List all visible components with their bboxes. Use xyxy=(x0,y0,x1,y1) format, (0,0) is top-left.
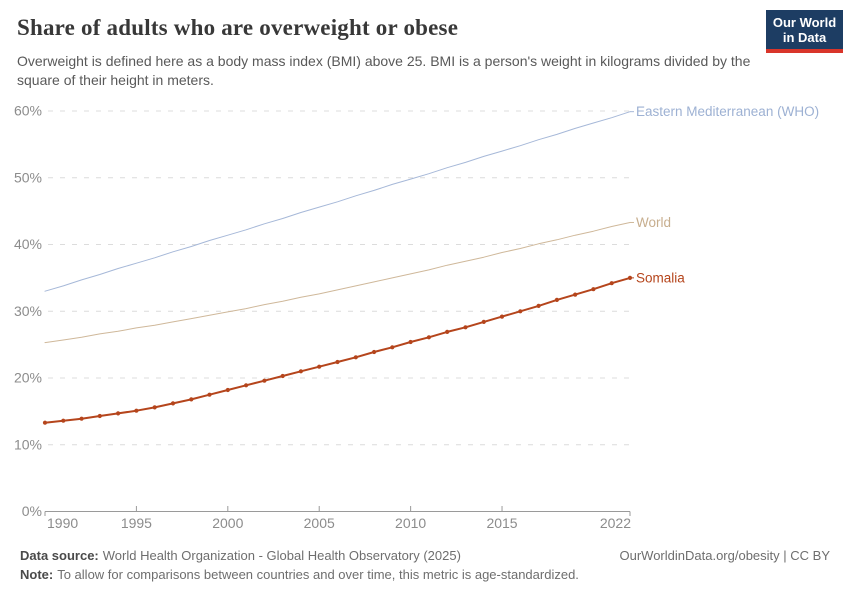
y-axis-tick-label: 0% xyxy=(22,503,42,519)
x-axis-tick-label: 2015 xyxy=(486,515,517,531)
data-point[interactable] xyxy=(335,359,340,365)
owid-logo-line1: Our World xyxy=(772,14,837,30)
y-axis-tick-label: 50% xyxy=(14,169,42,185)
note-label: Note: xyxy=(20,567,54,582)
owid-logo[interactable]: Our World in Data xyxy=(766,10,843,53)
note-text: To allow for comparisons between countri… xyxy=(57,567,579,582)
x-axis-tick-label: 2022 xyxy=(600,515,631,531)
data-point[interactable] xyxy=(244,383,249,388)
data-point[interactable] xyxy=(61,418,66,423)
y-axis-tick-label: 30% xyxy=(14,303,42,319)
data-source-label: Data source: xyxy=(20,548,99,563)
y-axis-tick-label: 60% xyxy=(14,103,42,119)
data-point[interactable] xyxy=(42,420,48,425)
data-point[interactable] xyxy=(280,373,285,379)
data-point[interactable] xyxy=(481,319,486,324)
data-point[interactable] xyxy=(499,314,505,319)
data-source-text: World Health Organization - Global Healt… xyxy=(102,548,461,563)
series-label[interactable]: Somalia xyxy=(636,270,685,285)
data-point[interactable] xyxy=(97,413,102,419)
x-axis-tick-label: 1995 xyxy=(121,515,152,531)
series-line-eastern-mediterranean-who-[interactable] xyxy=(44,111,631,292)
data-point[interactable] xyxy=(536,303,541,308)
chart-footer: Data source: World Health Organization - … xyxy=(20,548,830,582)
data-point[interactable] xyxy=(317,364,322,369)
series-line-somalia[interactable] xyxy=(44,276,631,424)
data-point[interactable] xyxy=(591,287,596,292)
x-axis-tick-label: 2005 xyxy=(304,515,335,531)
series-line-world[interactable] xyxy=(44,222,631,344)
data-point[interactable] xyxy=(189,397,194,402)
series-label[interactable]: Eastern Mediterranean (WHO) xyxy=(636,104,819,119)
y-axis-tick-label: 40% xyxy=(14,236,42,252)
data-point[interactable] xyxy=(518,309,523,314)
attribution-link[interactable]: OurWorldinData.org/obesity | CC BY xyxy=(619,548,831,563)
x-axis-tick-label: 1990 xyxy=(47,515,78,531)
data-point[interactable] xyxy=(207,392,212,397)
line-chart[interactable]: 0% 10% 20% 30% 40% 50% 60% 1990 1995 2000 2005 2010… xyxy=(0,95,850,540)
data-point[interactable] xyxy=(372,349,377,355)
data-source: Data source: World Health Organization - … xyxy=(20,548,461,563)
x-axis-tick-label: 2000 xyxy=(212,515,243,531)
y-axis-tick-label: 10% xyxy=(14,436,42,452)
data-point[interactable] xyxy=(134,408,139,413)
data-point[interactable] xyxy=(262,378,267,383)
data-point[interactable] xyxy=(225,387,230,393)
owid-logo-line2: in Data xyxy=(782,29,827,45)
data-point[interactable] xyxy=(554,297,560,302)
data-point[interactable] xyxy=(573,292,578,297)
data-point[interactable] xyxy=(298,369,303,374)
data-point[interactable] xyxy=(353,355,358,360)
page-title: Share of adults who are overweight or ob… xyxy=(17,15,459,40)
data-point[interactable] xyxy=(609,281,614,286)
data-point[interactable] xyxy=(445,329,450,334)
data-point[interactable] xyxy=(170,401,176,406)
chart-subtitle: Overweight is defined here as a body mas… xyxy=(17,53,751,88)
series-label[interactable]: World xyxy=(636,215,671,230)
data-point[interactable] xyxy=(390,345,395,350)
data-point[interactable] xyxy=(463,325,468,330)
data-point[interactable] xyxy=(152,405,157,410)
data-point[interactable] xyxy=(116,411,121,416)
x-axis-tick-label: 2010 xyxy=(395,515,426,531)
data-point[interactable] xyxy=(79,416,84,421)
data-point[interactable] xyxy=(408,339,413,345)
data-point[interactable] xyxy=(426,335,431,340)
y-axis-tick-label: 20% xyxy=(14,370,42,386)
